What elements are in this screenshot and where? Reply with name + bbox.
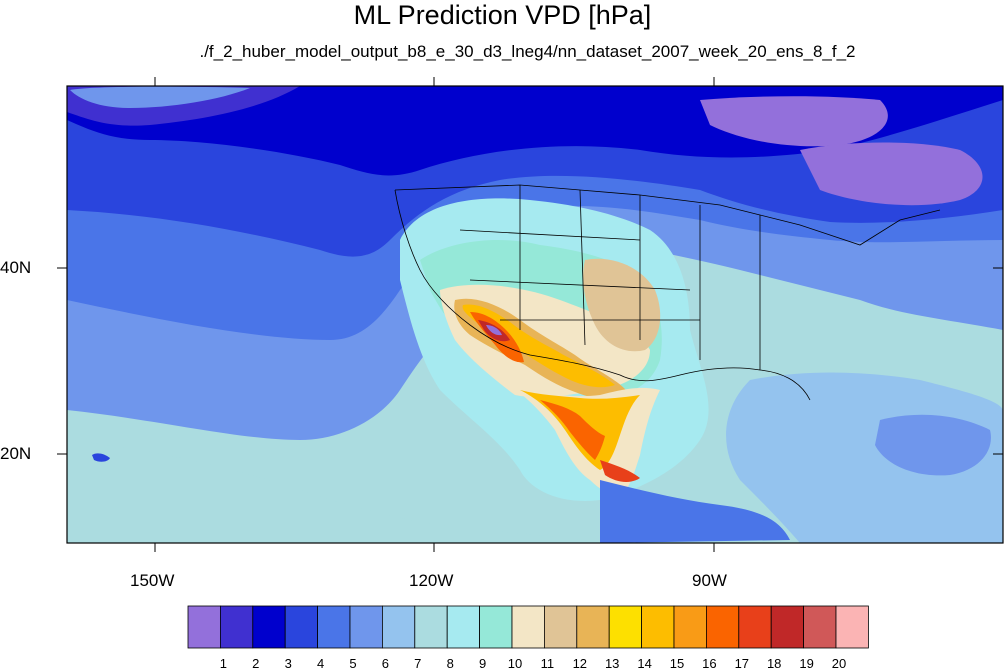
colorbar-swatch bbox=[414, 605, 448, 649]
colorbar-swatch bbox=[706, 605, 740, 649]
colorbar-swatch bbox=[673, 605, 707, 649]
lat-label-40n: 40N bbox=[0, 258, 32, 277]
colorbar-swatch bbox=[803, 605, 837, 649]
vpd-field bbox=[67, 86, 1003, 543]
colorbar-tick-label: 8 bbox=[446, 656, 454, 671]
map-title: ML Prediction VPD [hPa] bbox=[353, 0, 652, 30]
colorbar-swatch bbox=[511, 605, 545, 649]
lon-label-120w: 120W bbox=[409, 571, 454, 590]
colorbar-swatch bbox=[252, 605, 286, 649]
colorbar-tick-label: 16 bbox=[702, 656, 717, 671]
colorbar-swatch bbox=[446, 605, 481, 649]
colorbar-tick-label: 13 bbox=[604, 656, 620, 671]
lat-label-20n: 20N bbox=[0, 444, 32, 463]
colorbar-swatch bbox=[770, 605, 805, 649]
colorbar-tick-label: 11 bbox=[540, 656, 555, 671]
colorbar-tick-label: 18 bbox=[766, 656, 782, 671]
colorbar-tick-label: 3 bbox=[284, 656, 292, 671]
colorbar-swatch bbox=[544, 605, 578, 649]
map-frame bbox=[66, 85, 1004, 544]
colorbar-swatch bbox=[479, 605, 513, 649]
colorbar-swatch bbox=[284, 605, 319, 649]
colorbar-tick-label: 9 bbox=[478, 656, 487, 671]
colorbar-swatch bbox=[738, 605, 772, 649]
colorbar-swatch bbox=[576, 605, 610, 649]
colorbar-swatch bbox=[835, 605, 869, 649]
colorbar-tick-label: 17 bbox=[734, 656, 750, 671]
colorbar-tick-label: 4 bbox=[316, 656, 325, 671]
colorbar-tick-label: 6 bbox=[381, 656, 390, 671]
colorbar-swatch bbox=[187, 605, 221, 649]
colorbar-swatch bbox=[381, 605, 416, 649]
colorbar-tick-label: 15 bbox=[669, 656, 685, 671]
map-subtitle: ./f_2_huber_model_output_b8_e_30_d3_lneg… bbox=[199, 42, 856, 61]
colorbar-swatch bbox=[349, 605, 383, 649]
colorbar-swatch bbox=[608, 605, 643, 649]
colorbar-swatch bbox=[317, 605, 351, 649]
colorbar-tick-label: 10 bbox=[507, 656, 523, 671]
colorbar-tick-label: 2 bbox=[252, 656, 260, 671]
lon-label-150w: 150W bbox=[130, 571, 175, 590]
colorbar-swatch bbox=[219, 605, 254, 649]
colorbar-tick-label: 12 bbox=[572, 656, 588, 671]
colorbar-tick-label: 7 bbox=[414, 656, 422, 671]
colorbar-tick-label: 1 bbox=[219, 656, 228, 671]
colorbar-tick-label: 5 bbox=[349, 656, 357, 671]
colorbar-swatch bbox=[641, 605, 675, 649]
axis-ticks bbox=[57, 77, 1003, 552]
lon-label-90w: 90W bbox=[692, 571, 727, 590]
colorbar-tick-label: 14 bbox=[637, 656, 652, 671]
boundary-lines bbox=[394, 184, 941, 401]
colorbar-tick-label: 20 bbox=[831, 656, 847, 671]
colorbar-tick-label: 19 bbox=[799, 656, 814, 671]
